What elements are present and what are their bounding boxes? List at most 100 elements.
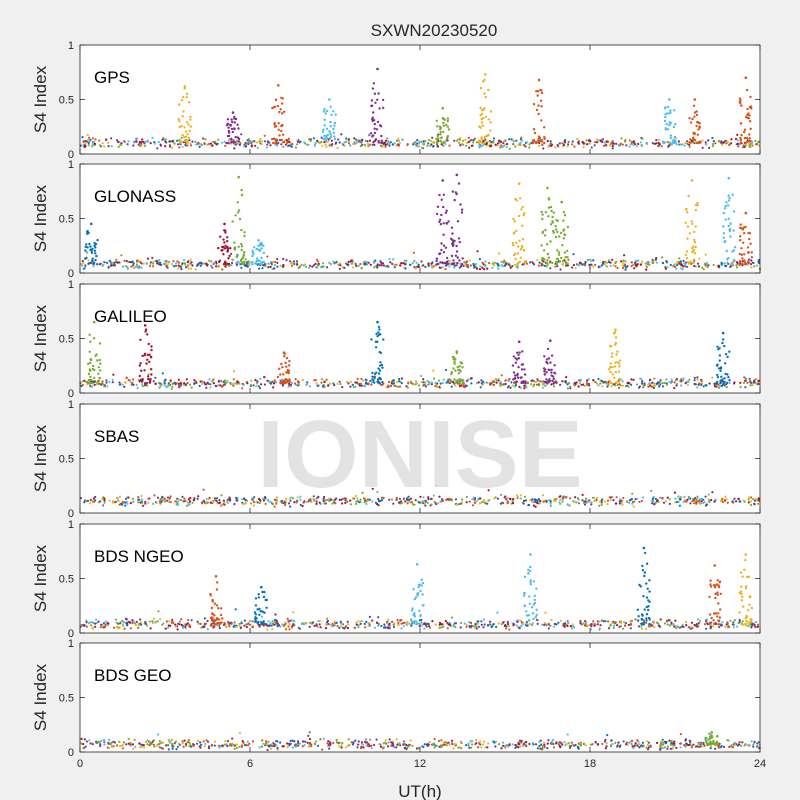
- scatter-point: [654, 501, 657, 504]
- spike-point: [370, 338, 373, 341]
- scatter-point: [259, 137, 262, 141]
- spike-point: [699, 141, 702, 144]
- spike-point: [88, 333, 91, 336]
- scatter-point: [203, 381, 206, 384]
- scatter-point: [747, 143, 750, 146]
- scatter-point: [459, 144, 462, 147]
- spike-point: [692, 104, 696, 108]
- y-tick-label: 1: [68, 399, 74, 411]
- spike-point: [462, 379, 465, 382]
- spike-point: [533, 131, 537, 135]
- scatter-point: [271, 620, 274, 623]
- scatter-point: [211, 144, 214, 147]
- scatter-point: [340, 133, 343, 136]
- spike-point: [329, 120, 332, 124]
- scatter-point: [84, 142, 87, 145]
- scatter-point: [604, 380, 607, 383]
- scatter-point: [251, 620, 254, 623]
- scatter-point: [657, 138, 660, 141]
- spike-point: [483, 92, 486, 95]
- spike-point: [746, 116, 749, 120]
- scatter-point: [515, 624, 518, 627]
- spike-point: [374, 340, 378, 343]
- spike-point: [275, 125, 278, 128]
- spike-point: [231, 120, 234, 124]
- scatter-point: [693, 379, 696, 382]
- spike-point: [288, 364, 291, 367]
- scatter-point: [467, 378, 470, 381]
- spike-point: [559, 231, 563, 235]
- scatter-point: [586, 379, 589, 382]
- scatter-point: [594, 381, 597, 384]
- scatter-point: [103, 501, 106, 504]
- scatter-point: [599, 624, 602, 627]
- scatter-point: [346, 620, 349, 623]
- scatter-point: [235, 625, 238, 628]
- spike-point: [614, 343, 617, 346]
- scatter-point: [357, 626, 360, 629]
- scatter-point: [470, 377, 473, 380]
- spike-point: [446, 135, 450, 138]
- spike-point: [749, 242, 752, 245]
- scatter-point: [396, 618, 399, 622]
- scatter-point: [630, 261, 633, 264]
- scatter-point: [701, 146, 704, 149]
- spike-1-10: [722, 176, 737, 266]
- spike-point: [254, 261, 258, 264]
- scatter-point: [601, 498, 604, 501]
- spike-point: [186, 133, 189, 136]
- spike-point: [550, 354, 554, 357]
- scatter-point: [662, 385, 665, 388]
- spike-point: [547, 215, 550, 218]
- scatter-point: [149, 262, 152, 266]
- scatter-point: [298, 141, 301, 144]
- scatter-point: [712, 625, 715, 628]
- spike-point: [280, 138, 283, 142]
- spike-point: [440, 198, 443, 201]
- scatter-point: [244, 501, 247, 505]
- spike-point: [686, 211, 689, 214]
- spike-point: [92, 262, 96, 266]
- spike-point: [236, 254, 239, 257]
- spike-point: [535, 90, 538, 93]
- scatter-point: [127, 140, 130, 143]
- spike-point: [259, 610, 262, 613]
- scatter-point: [582, 623, 585, 626]
- scatter-point: [131, 619, 134, 622]
- scatter-point: [81, 383, 84, 387]
- scatter-point: [749, 500, 753, 503]
- scatter-point: [614, 502, 618, 505]
- scatter-point: [376, 263, 379, 266]
- spike-point: [328, 130, 331, 133]
- scatter-point: [137, 143, 140, 146]
- spike-point: [520, 376, 523, 379]
- scatter-point: [648, 382, 651, 385]
- scatter-point: [353, 137, 356, 140]
- scatter-point: [619, 621, 623, 625]
- spike-point: [257, 244, 260, 247]
- scatter-point: [243, 619, 246, 622]
- scatter-point: [415, 261, 418, 264]
- scatter-point: [149, 627, 152, 630]
- scatter-point: [724, 625, 727, 628]
- scatter-point: [629, 627, 632, 630]
- scatter-point: [673, 263, 676, 266]
- scatter-point: [455, 264, 458, 267]
- scatter-point: [601, 261, 604, 264]
- spike-point: [451, 190, 454, 193]
- spike-point: [484, 95, 487, 99]
- spike-point: [687, 194, 690, 198]
- scatter-point: [380, 624, 383, 628]
- spike-peak: [727, 176, 731, 180]
- scatter-point: [470, 382, 473, 385]
- scatter-point: [160, 263, 163, 266]
- scatter-point: [306, 381, 309, 384]
- scatter-point: [573, 381, 577, 385]
- scatter-point: [537, 144, 541, 147]
- scatter-point: [532, 380, 535, 383]
- scatter-point: [118, 626, 121, 629]
- spike-point: [272, 137, 276, 140]
- scatter-point: [206, 619, 209, 623]
- spike-point: [716, 375, 720, 379]
- scatter-point: [302, 264, 305, 267]
